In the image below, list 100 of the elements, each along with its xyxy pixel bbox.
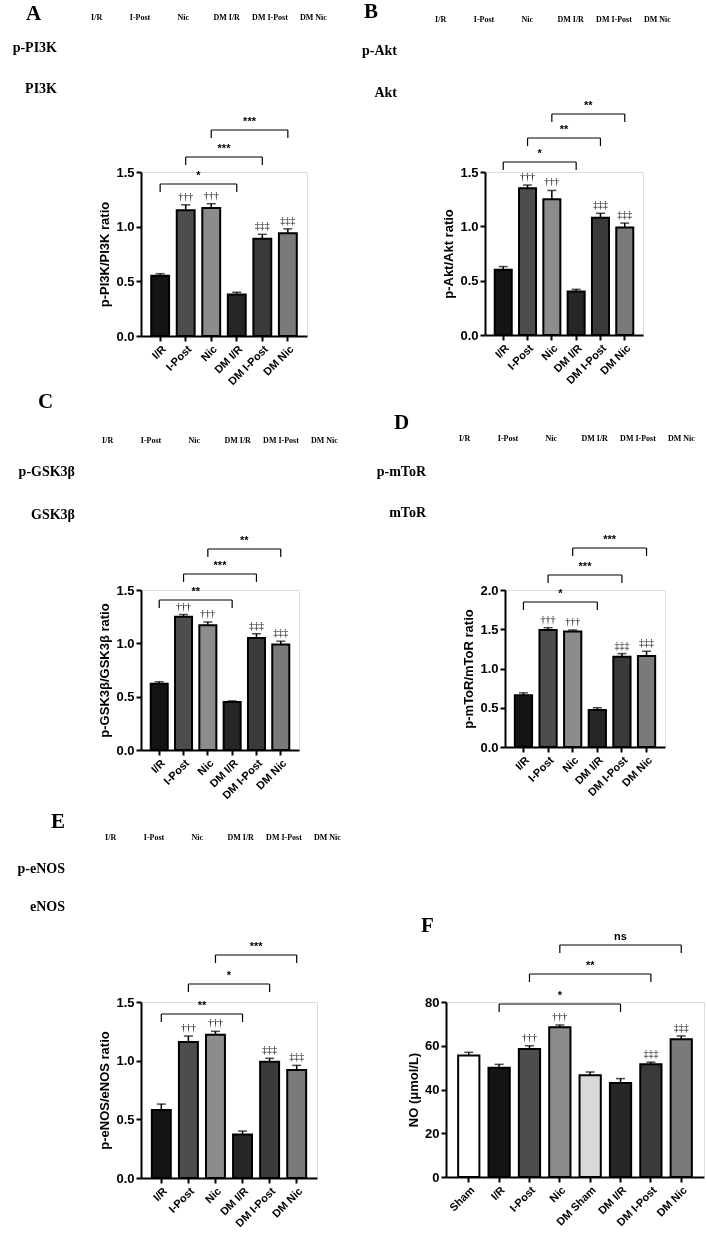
y-axis-title: p-mToR/mToR ratio <box>461 609 477 729</box>
chart-title: F <box>421 913 434 937</box>
text: ** <box>240 534 250 546</box>
category-label: Nic <box>177 13 190 22</box>
y-axis-title: p-Akt/Akt ratio <box>441 209 457 299</box>
text: ns <box>614 930 627 942</box>
category-label: DM I/R <box>227 833 255 842</box>
category-label: DM I/R <box>213 13 241 22</box>
annotation: ††† <box>552 1010 568 1022</box>
annotation: ‡‡‡ <box>617 209 633 221</box>
category-label: I-Post <box>497 434 519 443</box>
text: * <box>226 969 232 981</box>
category-label: p-GSK3β <box>18 464 75 479</box>
y-tick-label: 1.0 <box>116 635 135 651</box>
y-tick-label: 0.0 <box>480 739 499 755</box>
category-label: DM Nic <box>310 436 339 445</box>
annotation: * <box>196 169 202 181</box>
category-label: DM Nic <box>667 434 696 443</box>
annotation: ††† <box>521 1031 537 1043</box>
category-label: I-Post <box>140 436 162 445</box>
y-tick-label: 0.0 <box>116 742 135 758</box>
annotation: ††† <box>544 176 560 188</box>
y-tick-label: 0.0 <box>460 327 479 343</box>
annotation: ††† <box>520 171 536 183</box>
annotation: ††† <box>200 608 216 619</box>
y-tick-label: 0.0 <box>116 328 135 344</box>
annotation: ‡‡‡ <box>273 627 289 639</box>
category-label: eNOS <box>30 899 65 914</box>
x-tick-label: Nic <box>202 1184 224 1206</box>
y-tick-label: 2.0 <box>480 582 499 598</box>
category-label: DM I-Post <box>596 15 633 24</box>
annotation: ‡‡‡ <box>289 1051 305 1063</box>
category-label: DM I-Post <box>266 833 303 842</box>
text: *** <box>578 560 593 572</box>
category-label: DM Nic <box>299 13 328 22</box>
annotation: ‡‡‡ <box>248 619 264 631</box>
category-label: I/R <box>105 833 117 842</box>
annotation: ††† <box>178 190 194 202</box>
y-tick-label: 60 <box>425 1038 440 1054</box>
category-label: Nic <box>188 436 201 445</box>
annotation: ** <box>191 585 201 597</box>
text: *** <box>249 940 264 952</box>
category-label: DM I-Post <box>252 13 289 22</box>
y-tick-label: 1.0 <box>460 218 479 234</box>
category-label: p-eNOS <box>17 861 65 876</box>
text: C <box>38 389 54 413</box>
category-label: Nic <box>545 434 558 443</box>
category-label: mToR <box>389 505 426 520</box>
category-label: GSK3β <box>31 507 75 522</box>
text: * <box>537 147 543 159</box>
annotation: ‡‡‡ <box>643 1048 659 1060</box>
annotation: ††† <box>540 613 556 625</box>
category-label: I/R <box>91 13 103 22</box>
y-axis-title: p-PI3K/PI3K ratio <box>97 201 113 308</box>
y-tick-label: 0.5 <box>116 1111 135 1127</box>
annotation: ‡‡‡ <box>254 220 270 232</box>
x-tick-label: I/R <box>512 753 532 773</box>
text: * <box>557 989 563 1001</box>
text: ** <box>584 99 594 111</box>
category-label: Nic <box>191 833 204 842</box>
text: B <box>364 0 379 23</box>
category-label: p-Akt <box>361 43 397 58</box>
text: ** <box>585 959 596 971</box>
category-label: DM I/R <box>581 434 609 443</box>
y-tick-label: 80 <box>425 994 440 1010</box>
text: E <box>51 809 66 833</box>
y-tick-label: 0.5 <box>460 273 479 289</box>
text: *** <box>213 559 228 571</box>
annotation: ‡‡‡ <box>280 214 296 226</box>
category-label: I-Post <box>129 13 151 22</box>
text: *** <box>243 115 257 127</box>
category-label: I/R <box>435 15 447 24</box>
y-tick-label: 0.5 <box>480 700 499 716</box>
y-tick-label: 1.0 <box>116 1053 135 1069</box>
category-label: DM I-Post <box>263 436 300 445</box>
text: A <box>26 1 42 25</box>
y-tick-label: 1.5 <box>480 621 499 637</box>
annotation: ‡‡‡ <box>614 639 630 651</box>
y-axis-title: p-GSK3β/GSK3β ratio <box>97 603 113 738</box>
y-axis-title: p-eNOS/eNOS ratio <box>97 1031 113 1150</box>
annotation: * <box>558 587 564 599</box>
category-label: DM Nic <box>643 15 672 24</box>
annotation: ‡‡‡ <box>592 199 608 211</box>
category-label: Nic <box>521 15 534 24</box>
y-tick-label: 20 <box>425 1125 440 1141</box>
annotation: ** <box>197 999 207 1011</box>
annotation: ††† <box>180 1022 196 1034</box>
y-tick-label: 1.0 <box>480 661 499 676</box>
category-label: p-PI3K <box>12 40 57 55</box>
annotation: ‡‡‡ <box>673 1021 689 1033</box>
y-tick-label: 0.0 <box>116 1170 135 1186</box>
category-label: DM I/R <box>557 15 585 24</box>
x-tick-label: Nic <box>547 1183 568 1205</box>
category-label: I/R <box>102 436 114 445</box>
annotation: ††† <box>207 1017 223 1029</box>
text: D <box>394 410 410 434</box>
annotation: ††† <box>565 616 581 628</box>
category-label: DM I/R <box>224 436 252 445</box>
y-tick-label: 0.5 <box>116 273 135 289</box>
x-tick-label: I/R <box>150 1184 170 1204</box>
